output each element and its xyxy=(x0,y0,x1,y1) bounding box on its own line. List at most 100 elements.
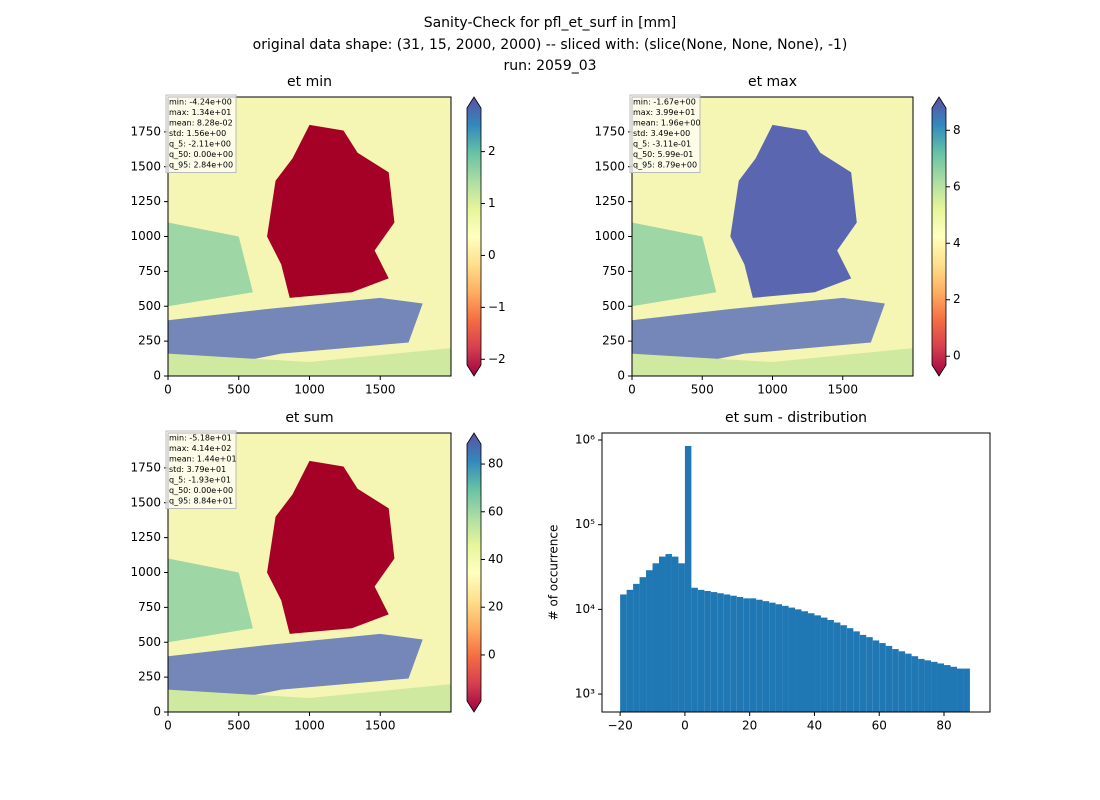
histogram-bar xyxy=(795,609,802,712)
y-tick-label: 0 xyxy=(153,705,161,719)
y-tick-label: 1000 xyxy=(130,565,161,579)
stats-text: q_95: 2.84e+00 xyxy=(169,161,233,170)
colorbar-tick-label: 1 xyxy=(488,196,496,210)
histogram-bar xyxy=(788,607,796,712)
histogram-bar xyxy=(911,656,919,712)
histogram-bar xyxy=(801,611,808,712)
y-tick-label: 750 xyxy=(138,264,161,278)
stats-text: max: 4.14e+02 xyxy=(169,444,231,453)
x-tick-label: 0 xyxy=(164,383,172,397)
colorbar-tick-label: 0 xyxy=(488,647,496,661)
histogram-bar xyxy=(905,653,912,712)
colorbar-tick-label: 80 xyxy=(488,457,503,471)
stats-text: std: 1.56e+00 xyxy=(169,129,226,138)
histogram-bar xyxy=(859,634,867,712)
y-tick-label: 1750 xyxy=(130,460,161,474)
x-tick-label: 60 xyxy=(872,719,887,733)
axes-frame xyxy=(631,96,914,377)
histogram-bar xyxy=(678,563,685,712)
histogram-bar xyxy=(717,593,724,712)
axes-title: et max xyxy=(748,74,797,90)
x-tick-label: 1000 xyxy=(757,383,788,397)
stats-text: min: -4.24e+00 xyxy=(169,98,232,107)
y-tick-label: 0 xyxy=(153,369,161,383)
stats-text: q_5: -3.11e-01 xyxy=(633,140,691,149)
histogram-bar xyxy=(833,622,841,712)
y-tick-label: 10⁶ xyxy=(575,433,595,447)
stats-text: max: 1.34e+01 xyxy=(169,108,231,117)
y-tick-label: 500 xyxy=(138,299,161,313)
histogram-bar xyxy=(704,590,711,712)
x-tick-label: 20 xyxy=(742,719,757,733)
map-region xyxy=(632,222,717,307)
histogram-bar xyxy=(697,589,705,712)
y-tick-label: 750 xyxy=(602,264,625,278)
histogram-bar xyxy=(782,605,789,712)
x-tick-label: 40 xyxy=(807,719,822,733)
colorbar-tick-label: 0 xyxy=(953,349,961,363)
stats-text: std: 3.49e+00 xyxy=(633,129,690,138)
x-tick-label: 1500 xyxy=(827,383,858,397)
map-south xyxy=(632,348,913,376)
stats-text: q_5: -2.11e+00 xyxy=(169,140,231,149)
histogram-bar xyxy=(633,583,640,712)
histogram-bar xyxy=(762,601,770,712)
stats-text: q_50: 0.00e+00 xyxy=(169,486,233,495)
map-country xyxy=(267,460,395,634)
colorbar xyxy=(931,96,947,377)
histogram-bar xyxy=(944,665,951,712)
x-tick-label: −20 xyxy=(607,719,632,733)
suptitle: run: 2059_03 xyxy=(503,58,596,74)
colorbar-tick-label: 40 xyxy=(488,552,503,566)
y-tick-label: 1500 xyxy=(130,159,161,173)
histogram-bar xyxy=(736,597,744,712)
stats-box xyxy=(629,94,701,173)
y-tick-label: 1000 xyxy=(594,229,625,243)
y-tick-label: 1250 xyxy=(594,194,625,208)
colorbar xyxy=(466,432,482,713)
y-tick-label: 250 xyxy=(602,334,625,348)
histogram-bar xyxy=(671,556,679,712)
histogram-bar xyxy=(710,592,718,712)
stats-text: mean: 1.96e+00 xyxy=(633,119,701,128)
map-image xyxy=(168,433,451,712)
histogram-bar xyxy=(646,570,653,712)
y-tick-label: 250 xyxy=(138,670,161,684)
histogram-bar xyxy=(872,640,880,712)
histogram-bar xyxy=(730,595,737,712)
y-tick-label: 10⁴ xyxy=(575,602,595,616)
histogram-bar xyxy=(924,660,932,712)
histogram-bar xyxy=(892,649,899,712)
histogram-bar xyxy=(775,604,783,712)
stats-text: std: 3.79e+01 xyxy=(169,465,226,474)
x-tick-label: 0 xyxy=(628,383,636,397)
map-country xyxy=(730,124,857,298)
suptitle: original data shape: (31, 15, 2000, 2000… xyxy=(253,37,848,53)
histogram-bar xyxy=(749,598,757,712)
axes-title: et sum xyxy=(285,410,333,426)
stats-box xyxy=(165,430,237,509)
y-tick-label: 1250 xyxy=(130,530,161,544)
y-tick-label: 500 xyxy=(138,635,161,649)
map-alps xyxy=(632,297,885,376)
map-region xyxy=(168,222,253,307)
histogram-bar xyxy=(937,663,945,712)
colorbar-tick-label: 8 xyxy=(953,123,961,137)
stats-text: q_95: 8.79e+00 xyxy=(633,161,697,170)
histogram-bar xyxy=(956,668,964,712)
histogram-bar xyxy=(885,645,893,712)
stats-text: mean: 8.28e-02 xyxy=(169,119,233,128)
axes-frame xyxy=(167,432,452,713)
axes-title: et sum - distribution xyxy=(725,410,867,426)
x-tick-label: 500 xyxy=(227,719,250,733)
axes-frame xyxy=(167,96,452,377)
histogram-bar xyxy=(769,602,776,712)
histogram-bar xyxy=(691,587,698,712)
y-tick-label: 1750 xyxy=(594,124,625,138)
histogram-bar xyxy=(659,556,666,712)
histogram-bar xyxy=(827,619,834,712)
histogram-bar xyxy=(853,631,860,712)
histogram-bar xyxy=(898,651,906,712)
colorbar-tick-label: 2 xyxy=(488,144,496,158)
